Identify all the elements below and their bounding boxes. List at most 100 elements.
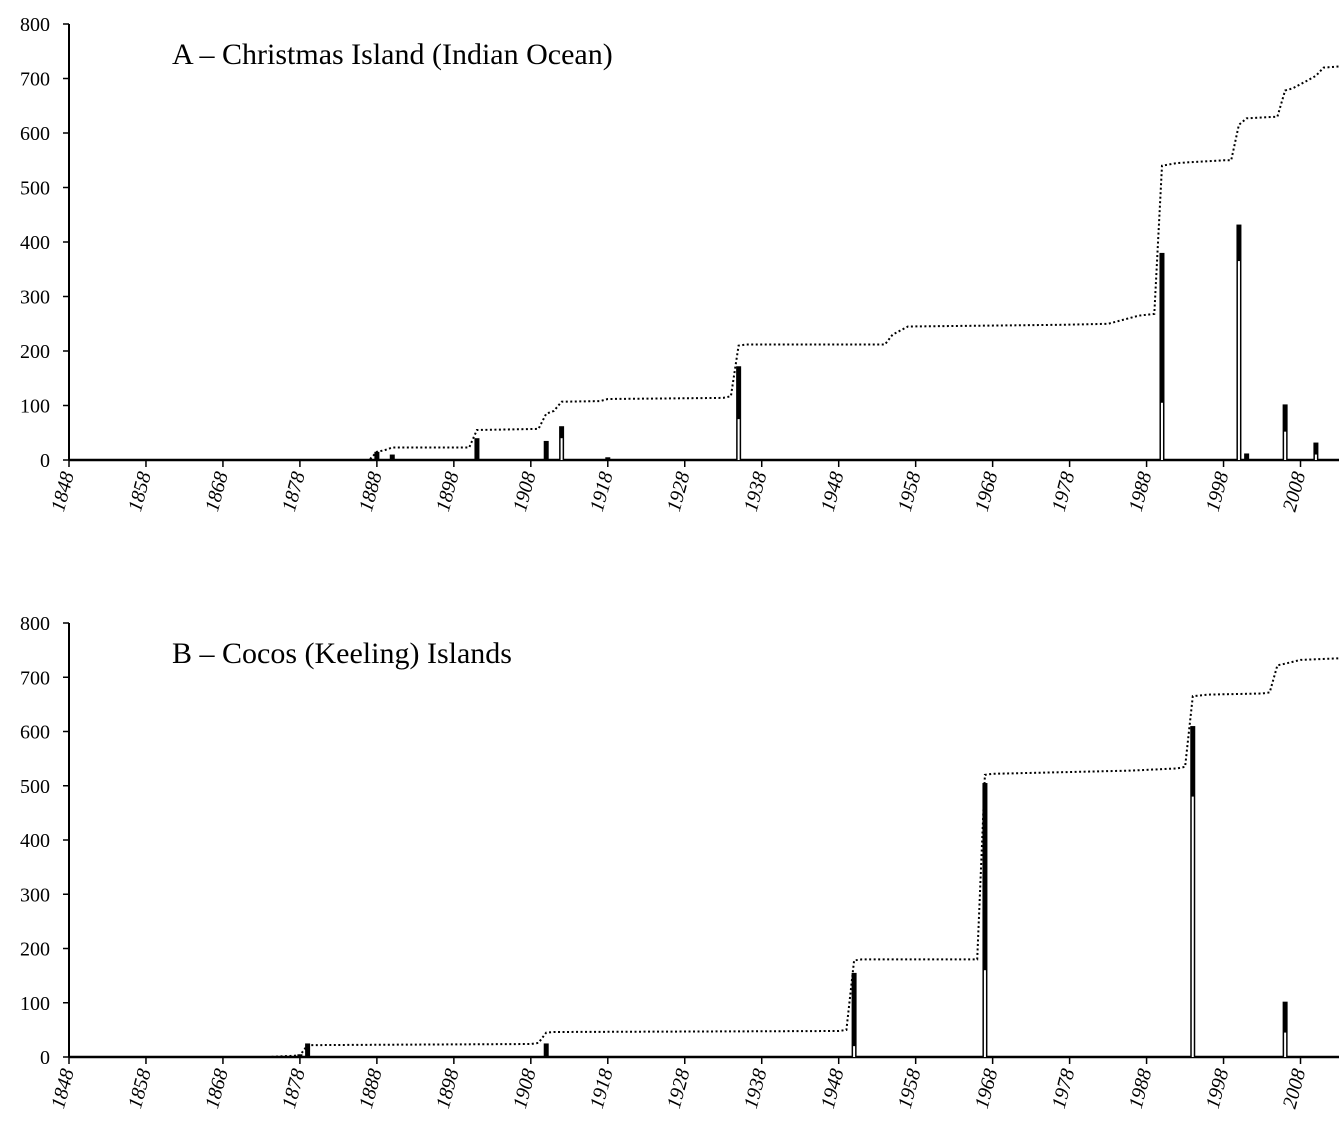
panel-b-x-tick-label: 2008 (1279, 1067, 1311, 1111)
panel-a-y-tick-label: 200 (20, 341, 50, 363)
panel-a-bar-total (736, 366, 742, 460)
panel-b-y-tick-label: 200 (20, 939, 50, 961)
panel-a-bar-total (1159, 252, 1165, 460)
panel-b-bar-total (543, 1043, 549, 1057)
panel-b-y-tick-label: 800 (20, 613, 50, 635)
panel-a-bar (736, 366, 742, 460)
panel-b-x-tick-label: 1878 (278, 1067, 310, 1111)
panel-b-bar-total (851, 972, 857, 1057)
panel-a-x-tick-label: 1998 (1202, 470, 1234, 514)
panel-a-bar-lower (1237, 261, 1240, 460)
panel-b-bar-total (982, 783, 988, 1057)
panel-a-bar (605, 457, 611, 460)
panel-b-x-tick-label: 1858 (124, 1067, 156, 1111)
panel-b-y-tick-label: 400 (20, 830, 50, 852)
panel-a-x-tick-label: 1978 (1048, 470, 1080, 514)
panel-a-x-tick-label: 1898 (432, 470, 464, 514)
panel-a-bar-lower (737, 419, 740, 460)
panel-a-y-tick-label: 800 (20, 14, 50, 36)
panel-b-bar (305, 1043, 311, 1057)
panel-b-x-tick-label: 1988 (1125, 1067, 1157, 1111)
panel-a-bar-total (1244, 453, 1250, 460)
panel-b-bar-total (1282, 1001, 1288, 1057)
panel-b-bar (851, 972, 857, 1057)
panel-a-bar (1282, 404, 1288, 460)
panel-a-cumulative-line (69, 65, 1339, 461)
panel-a-bar (1159, 252, 1165, 460)
panel-b-x-tick-label: 1968 (971, 1067, 1003, 1111)
panel-b-bar-lower (1191, 796, 1194, 1057)
panel-a-y-tick-label: 100 (20, 396, 50, 418)
panel-a-bar (1244, 453, 1250, 460)
panel-a-bar-total (389, 454, 395, 460)
panel-a-x-tick-label: 1848 (47, 470, 79, 514)
panel-a-bar (1236, 224, 1242, 460)
panel-b-x-tick-label: 1928 (663, 1067, 695, 1111)
panel-b-x-tick-label: 1898 (432, 1067, 464, 1111)
panel-a-y-tick-label: 500 (20, 178, 50, 200)
panel-a-x-tick-label: 1908 (509, 470, 541, 514)
panel-a-x-tick-label: 1938 (740, 470, 772, 514)
panel-a-bar-lower (1284, 431, 1287, 460)
panel-a: A – Christmas Island (Indian Ocean) 0 100 2… (20, 14, 1339, 514)
panel-b-x-tick-label: 1958 (894, 1067, 926, 1111)
panel-b-bar-lower (983, 970, 986, 1057)
panel-a-bar-lower (560, 438, 563, 460)
panel-a-x-tick-label: 1888 (355, 470, 387, 514)
panel-b-x-tick-label: 1848 (47, 1067, 79, 1111)
panel-a-y-tick-label: 0 (40, 450, 50, 472)
panel-a-bar-total (543, 440, 549, 460)
panel-b-y-tick-label: 500 (20, 776, 50, 798)
panel-b-bar (1190, 726, 1196, 1057)
panel-a-y-tick-label: 400 (20, 232, 50, 254)
panel-a-y-tick-label: 600 (20, 123, 50, 145)
panel-b-bar (1282, 1001, 1288, 1057)
panel-a-x-tick-label: 1958 (894, 470, 926, 514)
panel-a-bar-total (1313, 442, 1319, 460)
panel-a-bar (1313, 442, 1319, 460)
panel-a-bar (543, 440, 549, 460)
panel-b-x-tick-label: 1888 (355, 1067, 387, 1111)
panel-b-x-tick-label: 1938 (740, 1067, 772, 1111)
panel-b-y-tick-label: 600 (20, 722, 50, 744)
panel-a-x-tick-label: 1858 (124, 470, 156, 514)
panel-b: B – Cocos (Keeling) Islands 0 100 200 300 400… (20, 613, 1339, 1111)
panel-b-y-tick-label: 0 (40, 1047, 50, 1069)
panel-b-x-tick-label: 1978 (1048, 1067, 1080, 1111)
panel-b-bar (982, 783, 988, 1057)
panel-a-bar-lower (1160, 402, 1163, 460)
panel-a-bar-total (474, 438, 480, 460)
panel-b-y-tick-label: 700 (20, 667, 50, 689)
panel-a-x-tick-label: 1948 (817, 470, 849, 514)
panel-b-x-tick-label: 1908 (509, 1067, 541, 1111)
panel-a-x-tick-label: 1918 (586, 470, 618, 514)
panel-a-bar (474, 438, 480, 460)
panel-a-x-tick-label: 1968 (971, 470, 1003, 514)
panel-a-x-tick-label: 2008 (1279, 470, 1311, 514)
panel-a-x-tick-label: 1988 (1125, 470, 1157, 514)
panel-a-bar-total (374, 451, 380, 460)
panel-b-y-tick-label: 100 (20, 993, 50, 1015)
panel-b-bar-lower (1284, 1032, 1287, 1057)
panel-b-x-tick-label: 1948 (817, 1067, 849, 1111)
panel-b-x-tick-label: 1868 (201, 1067, 233, 1111)
panel-a-bar-lower (1314, 454, 1317, 460)
panel-b-title: B – Cocos (Keeling) Islands (172, 637, 512, 670)
panel-b-bar-lower (853, 1046, 856, 1057)
panel-a-title: A – Christmas Island (Indian Ocean) (172, 38, 613, 71)
panel-a-x-tick-label: 1928 (663, 470, 695, 514)
panel-a-x-tick-label: 1868 (201, 470, 233, 514)
panel-a-x-tick-label: 1878 (278, 470, 310, 514)
panel-b-x-tick-label: 1998 (1202, 1067, 1234, 1111)
panel-a-bar-total (605, 457, 611, 460)
panel-a-bar (559, 426, 565, 460)
panel-b-y-tick-label: 300 (20, 884, 50, 906)
panel-b-bar (543, 1043, 549, 1057)
panel-b-x-tick-label: 1918 (586, 1067, 618, 1111)
panel-a-y-tick-label: 300 (20, 287, 50, 309)
panel-a-bar (389, 454, 395, 460)
panel-b-cumulative-line (69, 657, 1339, 1058)
panel-a-y-tick-label: 700 (20, 69, 50, 91)
